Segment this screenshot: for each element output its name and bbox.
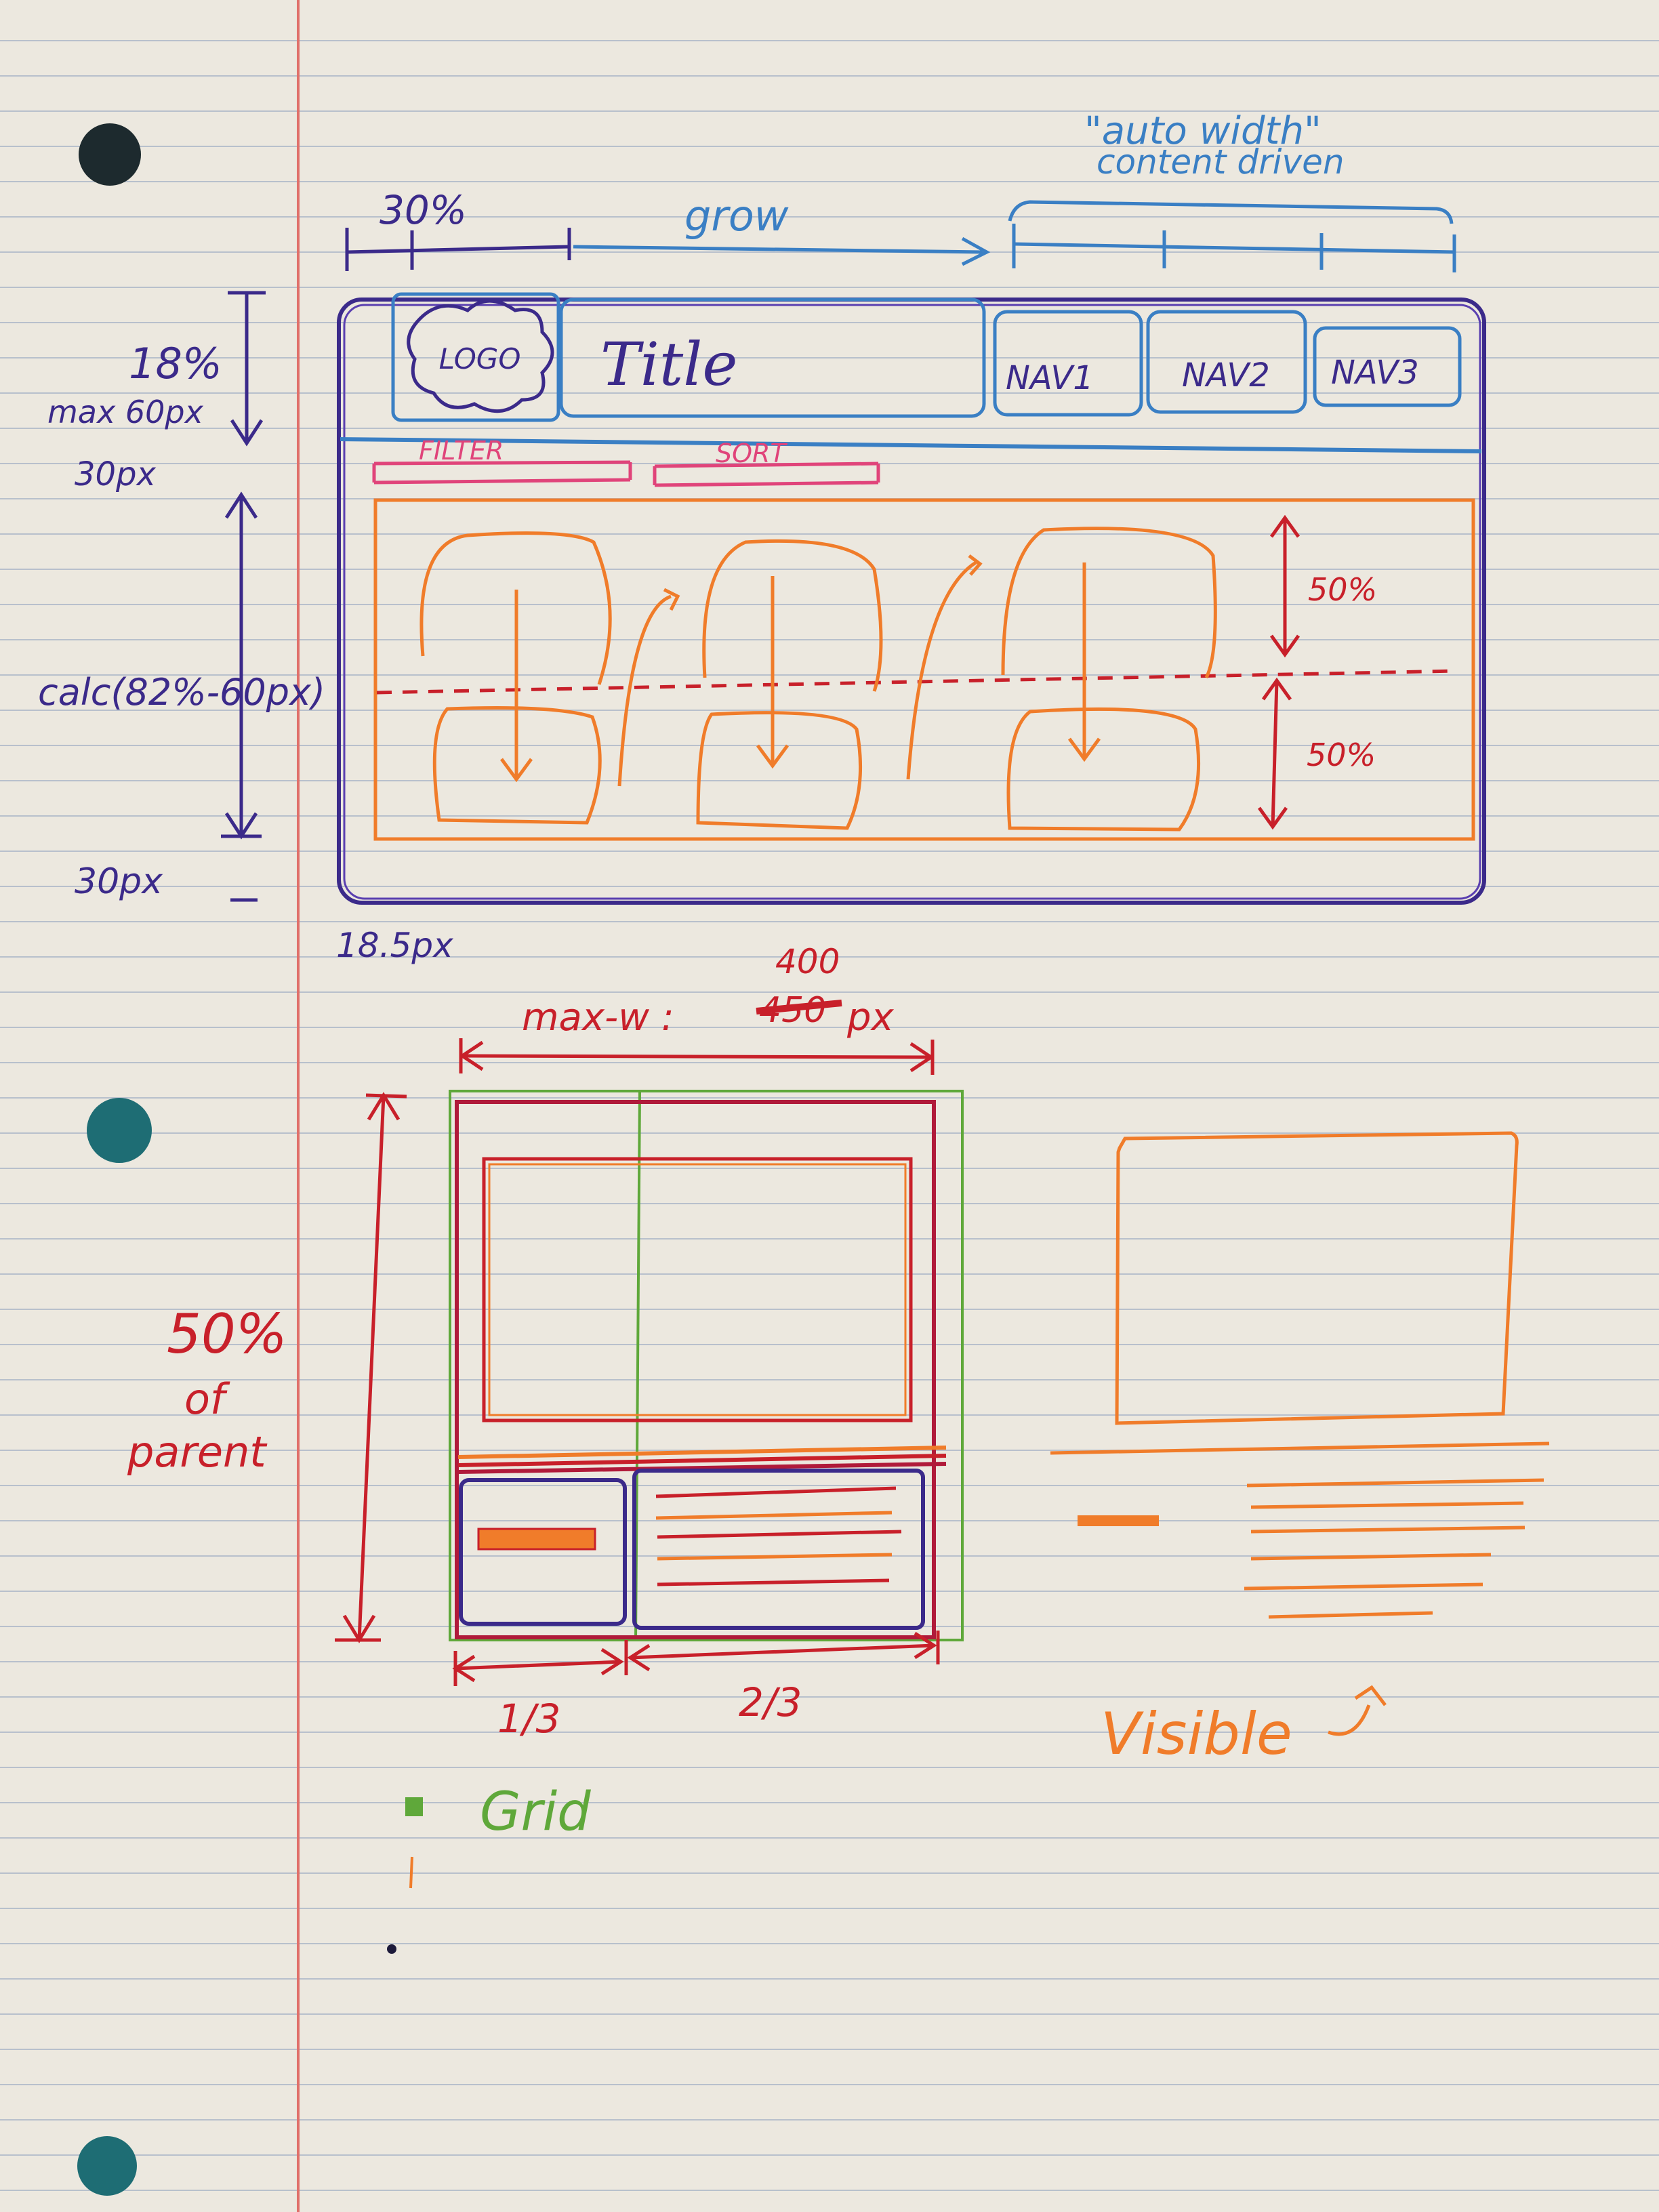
pen-mark	[409, 1856, 413, 1889]
nav2-label: NAV2	[1182, 356, 1270, 394]
title-box	[559, 298, 986, 418]
height-percent-label: 50%	[167, 1303, 287, 1366]
card-image-area	[482, 1157, 913, 1422]
top-sketch: 30% grow "auto width" content driven 18%…	[38, 109, 1486, 965]
nav3-label: NAV3	[1331, 354, 1419, 392]
app-frame-inner	[343, 304, 1481, 900]
filter-height-label: 30px	[75, 455, 157, 493]
grid-outline	[449, 1090, 964, 1641]
nav1-box	[993, 310, 1143, 417]
logo-label: LOGO	[439, 342, 521, 375]
max-width-strikethrough	[756, 1000, 842, 1015]
nav-width-bracket	[1008, 200, 1456, 272]
nav1-label: NAV1	[1006, 359, 1094, 397]
grow-dimension-arrow	[573, 237, 991, 266]
height-dimension-arrows	[221, 291, 266, 902]
content-area	[373, 498, 1475, 841]
sort-label: SORT	[716, 438, 787, 468]
logo-box	[391, 292, 560, 422]
column-width-arrows	[452, 1631, 940, 1686]
height-parent-label: parent	[127, 1427, 268, 1477]
card-flow-sketch	[419, 527, 1217, 832]
header-height-label: 18%	[129, 339, 222, 388]
card-text-lines	[655, 1486, 902, 1586]
visible-label: Visible	[1101, 1700, 1292, 1768]
card-down-arrows	[499, 562, 1101, 783]
card-divider-scribble	[457, 1446, 947, 1474]
max-width-unit: px	[846, 996, 895, 1040]
visible-divider	[1050, 1441, 1550, 1455]
height-of-label: of	[184, 1374, 230, 1424]
visible-text-lines	[1244, 1478, 1544, 1619]
card-meta-box	[459, 1478, 627, 1626]
grid-label: Grid	[480, 1782, 591, 1843]
max-width-arrow	[459, 1038, 935, 1075]
content-midline	[376, 669, 1458, 695]
bottom-width-label: 18.5px	[336, 926, 453, 965]
visible-arrow-icon	[1328, 1685, 1387, 1736]
pen-dot	[387, 1944, 396, 1954]
filter-bar	[372, 460, 632, 485]
height-arrow	[335, 1092, 407, 1643]
width-dimension-arrows	[345, 228, 571, 271]
row-bottom-label: 50%	[1307, 737, 1376, 773]
column-two-thirds-label: 2/3	[739, 1679, 802, 1725]
footer-height-label: 30px	[75, 861, 163, 902]
card-text-box	[632, 1469, 925, 1630]
grow-label: grow	[684, 191, 789, 241]
card-frame	[455, 1100, 936, 1639]
max-width-new-value: 400	[775, 942, 840, 981]
row-height-arrows	[1257, 514, 1300, 830]
punch-holes	[77, 123, 152, 2196]
visible-card-box	[1115, 1131, 1519, 1425]
row-top-label: 50%	[1308, 571, 1377, 608]
header-max-label: max 60px	[47, 394, 204, 430]
bottom-sketch: max-w : 450 400 px 50% of parent	[127, 942, 1550, 1954]
content-height-label: calc(82%-60px)	[38, 671, 325, 714]
punch-hole	[77, 2136, 137, 2196]
logo-width-label: 30%	[380, 187, 467, 233]
grid-label-bullet	[405, 1797, 423, 1816]
header-divider	[340, 437, 1482, 453]
logo-badge	[407, 299, 554, 413]
max-width-label: max-w :	[522, 996, 674, 1040]
nav2-box	[1146, 310, 1307, 414]
title-label: Title	[600, 329, 737, 399]
sort-bar	[653, 462, 880, 487]
visible-meta-bar	[1078, 1515, 1159, 1526]
punch-hole	[87, 1098, 152, 1163]
nav3-box	[1313, 326, 1462, 407]
card-meta-bar	[477, 1528, 596, 1551]
filter-label: FILTER	[419, 436, 504, 466]
auto-width-label: "auto width"	[1084, 109, 1322, 153]
card-image-inner	[488, 1163, 907, 1416]
punch-hole	[79, 123, 141, 186]
content-driven-label: content driven	[1097, 142, 1345, 182]
column-one-third-label: 1/3	[497, 1696, 560, 1742]
